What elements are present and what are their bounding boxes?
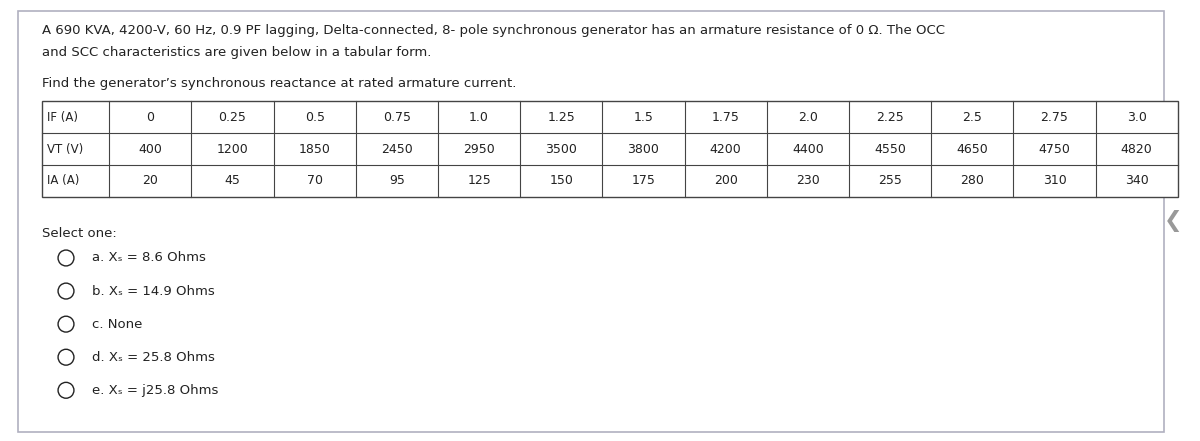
Text: 175: 175 [631, 174, 655, 187]
Text: 2450: 2450 [382, 142, 413, 156]
Text: 3.0: 3.0 [1127, 111, 1147, 124]
Text: 1.0: 1.0 [469, 111, 490, 124]
Text: 1200: 1200 [217, 142, 248, 156]
Text: 2950: 2950 [463, 142, 494, 156]
Text: 4650: 4650 [956, 142, 988, 156]
Text: 4550: 4550 [874, 142, 906, 156]
Text: A 690 KVA, 4200-V, 60 Hz, 0.9 PF lagging, Delta-connected, 8- pole synchronous g: A 690 KVA, 4200-V, 60 Hz, 0.9 PF lagging… [42, 24, 946, 37]
Text: 2.75: 2.75 [1040, 111, 1068, 124]
Text: 3500: 3500 [545, 142, 577, 156]
Text: and SCC characteristics are given below in a tabular form.: and SCC characteristics are given below … [42, 46, 431, 59]
Text: 0.25: 0.25 [218, 111, 246, 124]
Text: 0: 0 [146, 111, 155, 124]
Text: 20: 20 [143, 174, 158, 187]
Text: 45: 45 [224, 174, 240, 187]
Text: 340: 340 [1124, 174, 1148, 187]
Text: e. Xₛ = j25.8 Ohms: e. Xₛ = j25.8 Ohms [92, 384, 218, 397]
Text: 1.75: 1.75 [712, 111, 739, 124]
Text: 0.75: 0.75 [383, 111, 410, 124]
Text: 1850: 1850 [299, 142, 331, 156]
Text: 400: 400 [138, 142, 162, 156]
FancyBboxPatch shape [42, 101, 1178, 197]
Text: 4750: 4750 [1038, 142, 1070, 156]
Text: IA (A): IA (A) [47, 174, 79, 187]
Text: 310: 310 [1043, 174, 1067, 187]
Text: b. Xₛ = 14.9 Ohms: b. Xₛ = 14.9 Ohms [92, 284, 215, 298]
Text: 150: 150 [550, 174, 574, 187]
Text: 70: 70 [307, 174, 323, 187]
Text: 1.5: 1.5 [634, 111, 654, 124]
Text: 4400: 4400 [792, 142, 823, 156]
Text: a. Xₛ = 8.6 Ohms: a. Xₛ = 8.6 Ohms [92, 251, 206, 265]
Text: 0.5: 0.5 [305, 111, 325, 124]
Text: 3800: 3800 [628, 142, 660, 156]
Text: Select one:: Select one: [42, 227, 116, 240]
Text: 2.5: 2.5 [962, 111, 983, 124]
FancyBboxPatch shape [18, 11, 1164, 432]
Text: 2.25: 2.25 [876, 111, 904, 124]
Text: c. None: c. None [92, 318, 143, 331]
Text: Find the generator’s synchronous reactance at rated armature current.: Find the generator’s synchronous reactan… [42, 77, 516, 90]
Text: 230: 230 [796, 174, 820, 187]
Text: 95: 95 [389, 174, 404, 187]
Text: 1.25: 1.25 [547, 111, 575, 124]
Text: 2.0: 2.0 [798, 111, 818, 124]
Text: 4200: 4200 [710, 142, 742, 156]
Text: 4820: 4820 [1121, 142, 1152, 156]
Text: 280: 280 [960, 174, 984, 187]
Text: ❮: ❮ [1164, 209, 1183, 232]
Text: IF (A): IF (A) [47, 111, 78, 124]
Text: 125: 125 [467, 174, 491, 187]
Text: VT (V): VT (V) [47, 142, 83, 156]
Text: 255: 255 [878, 174, 902, 187]
Text: d. Xₛ = 25.8 Ohms: d. Xₛ = 25.8 Ohms [92, 351, 215, 364]
Text: 200: 200 [714, 174, 738, 187]
